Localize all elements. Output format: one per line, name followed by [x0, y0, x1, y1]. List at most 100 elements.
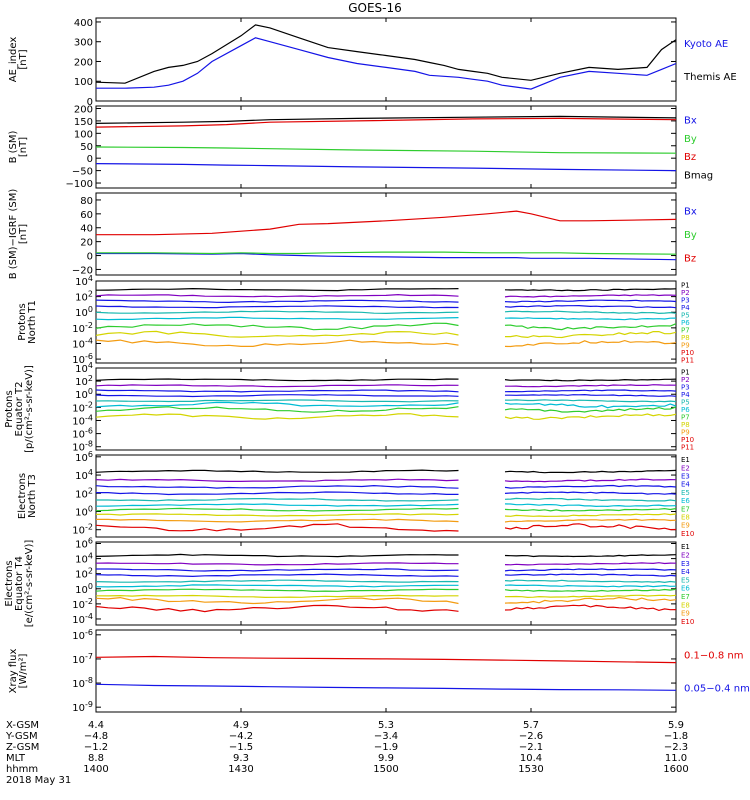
channel-line — [504, 406, 676, 413]
series-line — [96, 210, 676, 236]
channel-line — [96, 293, 459, 298]
legend: 0.1−0.8 nm 0.05−0.4 nm — [684, 651, 750, 695]
x-axis-value: 10.4 — [520, 753, 542, 764]
channel-line — [96, 498, 459, 502]
series-line — [96, 117, 676, 128]
legend-item: Bz — [684, 253, 696, 264]
legend-item: P8 — [681, 421, 690, 429]
channel-line — [96, 384, 459, 388]
channel-line — [96, 310, 459, 315]
y-tick-label: 10-6 — [72, 628, 93, 642]
legend-item: By — [684, 230, 697, 241]
legend-item: P6 — [681, 406, 690, 414]
channel-line — [96, 523, 459, 532]
y-tick-label: −50 — [72, 167, 93, 178]
data-gap — [458, 543, 505, 624]
channel-line — [96, 503, 459, 507]
x-axis-row-label: MLT — [6, 753, 26, 764]
panel-frame — [95, 280, 677, 364]
legend-item: P1 — [681, 282, 690, 290]
channel-line — [96, 378, 459, 382]
x-axis-value: 4.4 — [88, 720, 104, 731]
y-tick-label: 200 — [74, 104, 93, 115]
plot-area — [96, 115, 676, 172]
plot-area — [96, 369, 676, 449]
channel-line — [504, 310, 676, 315]
y-axis-label: AE_index[nT] — [8, 37, 29, 83]
y-tick-label: 200 — [74, 57, 93, 68]
legend: Bx By Bz — [684, 207, 697, 265]
y-tick-label: 100 — [75, 504, 93, 518]
y-tick-label: 106 — [75, 450, 93, 464]
x-axis-value: 9.9 — [378, 753, 394, 764]
data-gap — [458, 456, 505, 536]
y-tick-label: 10-2 — [72, 400, 93, 414]
data-gap — [458, 369, 505, 449]
legend-item: P8 — [681, 334, 690, 342]
channel-line — [504, 579, 676, 584]
y-tick-label: 10-8 — [72, 676, 93, 690]
legend-item: P2 — [681, 289, 690, 297]
channel-line — [96, 401, 459, 408]
channel-line — [504, 399, 676, 403]
channel-line — [96, 553, 459, 558]
legend-item: Kyoto AE — [684, 39, 728, 50]
y-axis-label: Xray flux[W/m²] — [8, 649, 29, 694]
channel-line — [504, 304, 676, 309]
channel-line — [96, 330, 459, 338]
y-axis-label: ProtonsEquator T2[p/(cm²-s-sr-keV)] — [4, 365, 35, 453]
y-axis-label: ElectronsEquator T4[e/(cm²-s-sr-keV)] — [4, 540, 35, 628]
y-tick-label: 40 — [80, 224, 93, 235]
legend-item: P10 — [681, 349, 694, 357]
y-axis-label: B (SM)−IGRF (SM)[nT] — [8, 189, 29, 280]
channel-line — [96, 399, 459, 403]
x-axis-row-label: Z-GSM — [6, 742, 39, 753]
x-axis-row-label: hhmm — [6, 764, 38, 775]
channel-line — [96, 406, 459, 413]
y-axis-label: ProtonsNorth T1 — [17, 300, 38, 344]
channel-line — [96, 604, 459, 613]
y-tick-label: 100 — [74, 129, 93, 140]
x-axis-value: −3.4 — [374, 731, 398, 742]
channel-line — [504, 573, 676, 577]
channel-line — [504, 584, 676, 588]
legend-item: E2 — [681, 464, 690, 472]
x-axis-value: −2.6 — [519, 731, 543, 742]
channel-line — [504, 469, 676, 474]
y-tick-label: 10-2 — [72, 321, 93, 335]
y-tick-label: 150 — [74, 117, 93, 128]
legend-item: 0.1−0.8 nm — [684, 651, 743, 662]
y-tick-label: 104 — [75, 468, 93, 482]
legend-item: 0.05−0.4 nm — [684, 683, 750, 694]
channel-line — [504, 294, 676, 298]
channel-line — [96, 322, 459, 331]
channel-line — [504, 568, 676, 572]
x-axis-value: 1500 — [373, 764, 398, 775]
legend-item: Bmag — [684, 170, 713, 181]
data-gap — [458, 282, 505, 362]
legend-item: P9 — [681, 341, 690, 349]
series-line — [96, 683, 676, 691]
channel-line — [504, 588, 676, 592]
y-tick-label: 100 — [75, 387, 93, 401]
legend-item: P7 — [681, 326, 690, 334]
channel-line — [96, 513, 459, 517]
channel-line — [96, 478, 459, 482]
panel-5: 10410210010-210-410-610-8ProtonsEquator … — [4, 361, 694, 454]
y-tick-label: 102 — [75, 486, 93, 500]
channel-line — [504, 378, 676, 382]
y-tick-label: 20 — [80, 238, 93, 249]
y-tick-label: 104 — [75, 274, 93, 288]
channel-line — [504, 402, 676, 409]
channel-line — [96, 287, 459, 292]
channel-line — [504, 413, 676, 420]
channel-line — [504, 393, 676, 397]
date-label: 2018 May 31 — [6, 775, 71, 786]
legend-item: Themis AE — [683, 72, 737, 83]
legend-item: P11 — [681, 443, 694, 451]
channel-line — [504, 604, 676, 612]
x-axis-value: 9.3 — [233, 753, 249, 764]
legend-item: P10 — [681, 436, 694, 444]
